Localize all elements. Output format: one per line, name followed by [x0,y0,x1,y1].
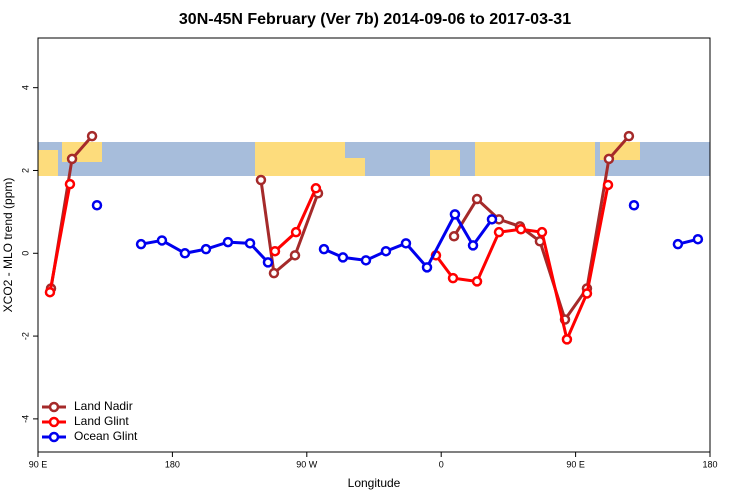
y-axis-label: XCO2 - MLO trend (ppm) [1,178,15,313]
data-point [581,288,593,299]
x-tick-label: 180 [165,459,180,469]
data-point [64,178,76,190]
data-point [222,236,234,248]
series-line [48,183,72,293]
x-tick-label: 90 E [29,459,48,469]
legend-marker [48,401,60,413]
data-point [86,130,98,142]
data-point [337,252,349,263]
x-tick-label: 90 W [296,459,318,469]
data-point [561,334,573,345]
data-point [692,233,704,245]
data-point [91,200,103,211]
data-point [268,267,280,279]
data-point [400,238,412,249]
data-point [179,248,191,259]
data-point [290,226,302,238]
data-point [536,226,548,238]
data-point [449,209,461,220]
y-tick-label: 0 [20,251,30,256]
data-point [318,243,330,255]
data-point [672,238,684,250]
legend-text: Ocean Glint [74,429,138,443]
data-point [255,174,267,186]
data-point [360,255,372,266]
series-line [259,179,320,277]
chart-title: 30N-45N February (Ver 7b) 2014-09-06 to … [179,11,571,28]
data-point [244,238,256,249]
data-point [471,193,483,205]
legend-text: Land Nadir [74,399,133,413]
data-point [200,243,212,255]
series-line [434,184,610,345]
legend-marker [48,416,60,428]
y-tick-label: -2 [20,332,30,340]
legend-marker [48,431,60,443]
x-tick-label: 180 [702,459,717,469]
data-point [471,276,483,287]
data-point [289,250,301,261]
map-band [38,142,710,176]
data-point [66,153,78,165]
data-point [310,183,322,194]
data-point [623,130,635,142]
data-point [467,240,479,251]
data-point [156,235,168,246]
x-tick-label: 90 E [566,459,585,469]
x-axis-label: Longitude [348,476,401,490]
data-point [447,272,459,284]
data-point [603,153,615,165]
data-point [602,179,614,191]
data-point [269,245,281,257]
data-point [448,231,460,242]
legend-text: Land Glint [74,414,129,428]
y-tick-label: 4 [20,85,30,90]
data-point [515,224,527,235]
plot-frame [37,37,711,453]
data-point [628,200,640,211]
y-tick-label: -4 [20,415,30,423]
data-point [380,245,392,257]
data-point [44,286,56,298]
data-point [493,226,505,238]
data-point [486,214,498,225]
data-point [135,238,147,250]
x-tick-label: 0 [439,459,444,469]
y-tick-label: 2 [20,168,30,173]
data-point [421,262,433,273]
data-point [262,257,274,268]
